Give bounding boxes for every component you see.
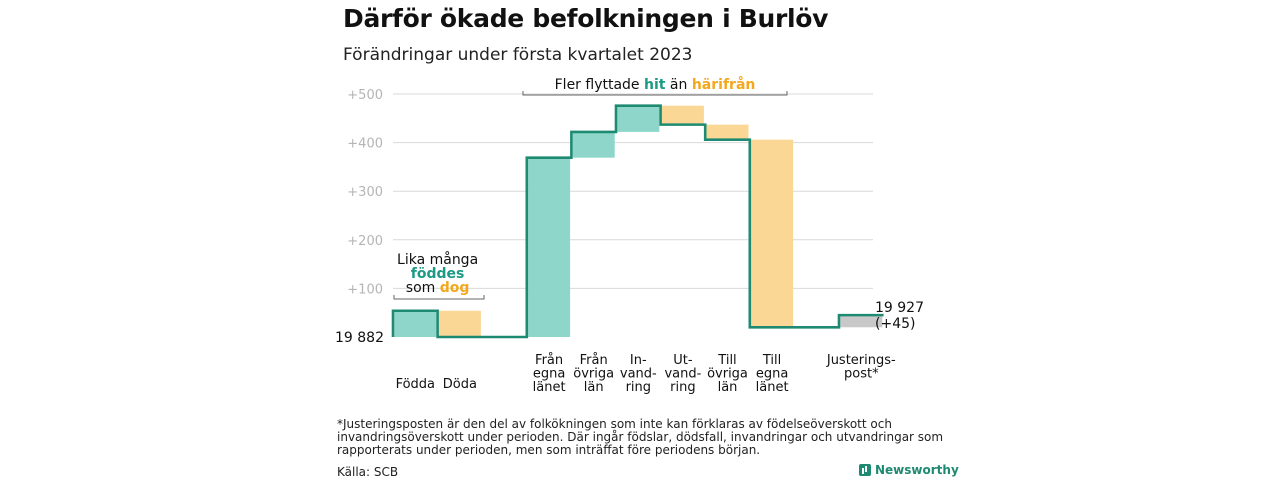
y-tick-label: +500 xyxy=(347,88,383,103)
x-category-label: egna xyxy=(756,367,788,382)
waterfall-bar xyxy=(751,139,794,328)
x-category-label: län xyxy=(718,380,738,395)
waterfall-bar xyxy=(661,105,704,125)
end-value-label: (+45) xyxy=(875,316,915,332)
waterfall-bar xyxy=(617,105,660,132)
x-category-label: post* xyxy=(844,367,879,382)
migration-annotation: Fler flyttade hit än härifrån xyxy=(555,76,756,93)
x-category-label: Döda xyxy=(443,377,477,392)
migration-bracket xyxy=(522,91,788,96)
waterfall-bar xyxy=(840,315,883,328)
births-annotation-line1: Lika många xyxy=(397,251,478,268)
end-value-label: 19 927 xyxy=(875,300,924,316)
x-category-label: egna xyxy=(533,367,565,382)
chart-subtitle: Förändringar under första kvartalet 2023 xyxy=(343,45,693,65)
y-tick-label: +400 xyxy=(347,137,383,152)
x-category-label: länet xyxy=(756,380,789,395)
x-category-label: Till xyxy=(762,353,781,368)
x-category-label: Födda xyxy=(396,377,435,392)
births-annotation-line3: som dog xyxy=(406,280,470,296)
x-category-label: ring xyxy=(626,380,651,395)
x-category-label: länet xyxy=(533,380,566,395)
y-tick-label: +100 xyxy=(347,282,383,297)
x-category-label: Ut- xyxy=(673,353,693,368)
births-bracket xyxy=(393,295,485,300)
births-annotation-line2: föddes xyxy=(411,266,465,282)
y-tick-label: +300 xyxy=(347,185,383,200)
brand-name: Newsworthy xyxy=(875,463,959,477)
x-category-label: In- xyxy=(630,353,647,368)
y-tick-label: +200 xyxy=(347,234,383,249)
waterfall-bar xyxy=(528,157,571,337)
x-category-label: övriga xyxy=(573,367,614,382)
x-category-label: övriga xyxy=(707,367,748,382)
start-value-label: 19 882 xyxy=(335,330,384,346)
waterfall-bar xyxy=(394,310,437,337)
x-category-label: ring xyxy=(670,380,695,395)
x-category-label: vand- xyxy=(664,367,701,382)
waterfall-bar xyxy=(438,310,481,337)
x-category-label: län xyxy=(584,380,604,395)
x-category-label: Till xyxy=(717,353,736,368)
x-category-label: Från xyxy=(535,353,563,368)
source-text: Källa: SCB xyxy=(337,465,399,479)
waterfall-bar xyxy=(706,124,749,140)
x-category-label: Justerings- xyxy=(826,353,896,368)
waterfall-bar xyxy=(572,131,615,158)
cumulative-step-line xyxy=(391,104,884,339)
footnote: *Justeringsposten är den del av folkökni… xyxy=(337,417,944,457)
newsworthy-logo-icon xyxy=(859,464,871,476)
x-category-label: vand- xyxy=(620,367,657,382)
x-category-label: Från xyxy=(580,353,608,368)
chart-title: Därför ökade befolkningen i Burlöv xyxy=(343,4,829,33)
brand-logo: Newsworthy xyxy=(859,463,959,477)
